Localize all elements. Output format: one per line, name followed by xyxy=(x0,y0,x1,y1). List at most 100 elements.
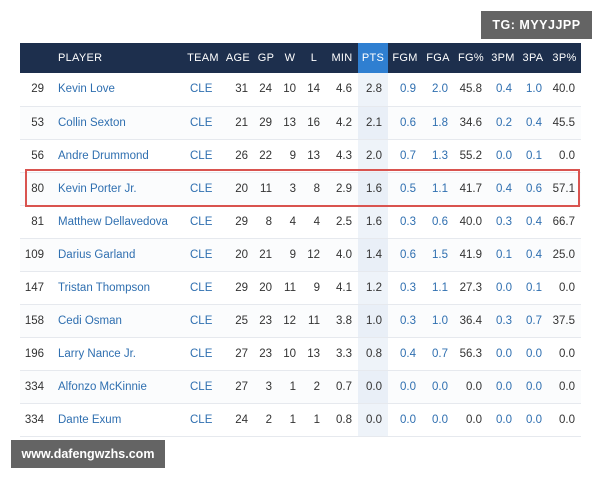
player-name-link[interactable]: Collin Sexton xyxy=(50,106,184,140)
stat-link[interactable]: 1.0 xyxy=(422,304,454,338)
column-header-rank xyxy=(20,43,50,73)
table-row: 334 Alfonzo McKinnie CLE 27 3 1 2 0.7 0.0 0.0 0.0 0… xyxy=(20,370,581,404)
column-header-3pm[interactable]: 3PM xyxy=(488,43,518,73)
pts-cell: 0.0 xyxy=(358,370,388,404)
stat-link[interactable]: 0.0 xyxy=(388,370,422,404)
stat-cell: 8 xyxy=(254,205,278,239)
stat-link[interactable]: 0.4 xyxy=(488,73,518,107)
stat-link[interactable]: 0.0 xyxy=(388,403,422,437)
stat-link[interactable]: 0.3 xyxy=(388,304,422,338)
column-header-w[interactable]: W xyxy=(278,43,302,73)
stat-link[interactable]: 0.0 xyxy=(518,403,548,437)
stat-link[interactable]: 0.3 xyxy=(388,271,422,305)
stat-link[interactable]: 0.0 xyxy=(488,139,518,173)
stat-link[interactable]: 0.2 xyxy=(488,106,518,140)
player-name-link[interactable]: Dante Exum xyxy=(50,403,184,437)
stat-link[interactable]: 1.8 xyxy=(422,106,454,140)
stat-link[interactable]: 0.4 xyxy=(388,337,422,371)
column-header-l[interactable]: L xyxy=(302,43,326,73)
stat-cell: 0.7 xyxy=(326,370,358,404)
stat-link[interactable]: 1.1 xyxy=(422,172,454,206)
stat-link[interactable]: 0.7 xyxy=(422,337,454,371)
column-header-age[interactable]: AGE xyxy=(222,43,254,73)
stat-link[interactable]: 0.0 xyxy=(518,337,548,371)
column-header-fg-pct[interactable]: FG% xyxy=(454,43,488,73)
stat-link[interactable]: 0.5 xyxy=(388,172,422,206)
player-name-link[interactable]: Kevin Love xyxy=(50,73,184,107)
stat-link[interactable]: 0.9 xyxy=(388,73,422,107)
team-link[interactable]: CLE xyxy=(184,238,222,272)
team-link[interactable]: CLE xyxy=(184,304,222,338)
team-link[interactable]: CLE xyxy=(184,370,222,404)
stat-link[interactable]: 0.7 xyxy=(518,304,548,338)
team-link[interactable]: CLE xyxy=(184,403,222,437)
stat-link[interactable]: 0.0 xyxy=(488,271,518,305)
stat-link[interactable]: 0.0 xyxy=(518,370,548,404)
stat-link[interactable]: 1.5 xyxy=(422,238,454,272)
team-link[interactable]: CLE xyxy=(184,73,222,107)
pts-cell: 2.0 xyxy=(358,139,388,173)
stat-link[interactable]: 0.3 xyxy=(488,304,518,338)
stat-link[interactable]: 0.0 xyxy=(488,403,518,437)
stat-link[interactable]: 0.4 xyxy=(518,106,548,140)
stat-link[interactable]: 0.3 xyxy=(488,205,518,239)
stat-link[interactable]: 0.7 xyxy=(388,139,422,173)
column-header-3pa[interactable]: 3PA xyxy=(518,43,548,73)
column-header-pts[interactable]: PTS xyxy=(358,43,388,73)
table-row: 53 Collin Sexton CLE 21 29 13 16 4.2 2.1 0.6 1.8 34… xyxy=(20,106,581,140)
team-link[interactable]: CLE xyxy=(184,172,222,206)
stat-link[interactable]: 0.4 xyxy=(518,205,548,239)
column-header-player[interactable]: PLAYER xyxy=(50,43,184,73)
player-name-link[interactable]: Alfonzo McKinnie xyxy=(50,370,184,404)
pts-cell: 0.0 xyxy=(358,403,388,437)
stat-link[interactable]: 0.0 xyxy=(488,370,518,404)
column-header-3p-pct[interactable]: 3P% xyxy=(548,43,581,73)
stat-link[interactable]: 0.6 xyxy=(518,172,548,206)
stat-cell: 9 xyxy=(278,238,302,272)
stat-link[interactable]: 0.3 xyxy=(388,205,422,239)
stat-link[interactable]: 0.0 xyxy=(488,337,518,371)
stat-cell: 27 xyxy=(222,337,254,371)
player-name-link[interactable]: Andre Drummond xyxy=(50,139,184,173)
stat-link[interactable]: 0.6 xyxy=(422,205,454,239)
stat-link[interactable]: 2.0 xyxy=(422,73,454,107)
stat-link[interactable]: 0.4 xyxy=(488,172,518,206)
player-name-link[interactable]: Matthew Dellavedova xyxy=(50,205,184,239)
stat-cell: 27 xyxy=(222,370,254,404)
stat-link[interactable]: 1.0 xyxy=(518,73,548,107)
column-header-team[interactable]: TEAM xyxy=(184,43,222,73)
table-row: 81 Matthew Dellavedova CLE 29 8 4 4 2.5 1.6 0.3 0.… xyxy=(20,205,581,239)
team-link[interactable]: CLE xyxy=(184,139,222,173)
stat-link[interactable]: 0.0 xyxy=(422,370,454,404)
team-link[interactable]: CLE xyxy=(184,271,222,305)
player-name-link[interactable]: Darius Garland xyxy=(50,238,184,272)
rank-cell: 56 xyxy=(20,139,50,173)
stat-cell: 45.8 xyxy=(454,73,488,107)
player-name-link[interactable]: Cedi Osman xyxy=(50,304,184,338)
stat-link[interactable]: 1.3 xyxy=(422,139,454,173)
team-link[interactable]: CLE xyxy=(184,106,222,140)
stat-cell: 23 xyxy=(254,304,278,338)
column-header-gp[interactable]: GP xyxy=(254,43,278,73)
pts-cell: 1.0 xyxy=(358,304,388,338)
stat-cell: 41.7 xyxy=(454,172,488,206)
stat-link[interactable]: 0.1 xyxy=(518,139,548,173)
player-name-link[interactable]: Larry Nance Jr. xyxy=(50,337,184,371)
column-header-fgm[interactable]: FGM xyxy=(388,43,422,73)
stat-cell: 11 xyxy=(278,271,302,305)
stat-link[interactable]: 0.4 xyxy=(518,238,548,272)
stat-cell: 29 xyxy=(222,271,254,305)
stat-link[interactable]: 0.0 xyxy=(422,403,454,437)
stat-link[interactable]: 0.6 xyxy=(388,106,422,140)
team-link[interactable]: CLE xyxy=(184,337,222,371)
player-name-link[interactable]: Kevin Porter Jr. xyxy=(50,172,184,206)
stat-link[interactable]: 0.6 xyxy=(388,238,422,272)
player-name-link[interactable]: Tristan Thompson xyxy=(50,271,184,305)
team-link[interactable]: CLE xyxy=(184,205,222,239)
column-header-min[interactable]: MIN xyxy=(326,43,358,73)
stat-link[interactable]: 0.1 xyxy=(488,238,518,272)
column-header-fga[interactable]: FGA xyxy=(422,43,454,73)
table-row: 196 Larry Nance Jr. CLE 27 23 10 13 3.3 0.8 0.4 0.… xyxy=(20,337,581,371)
stat-link[interactable]: 1.1 xyxy=(422,271,454,305)
stat-link[interactable]: 0.1 xyxy=(518,271,548,305)
